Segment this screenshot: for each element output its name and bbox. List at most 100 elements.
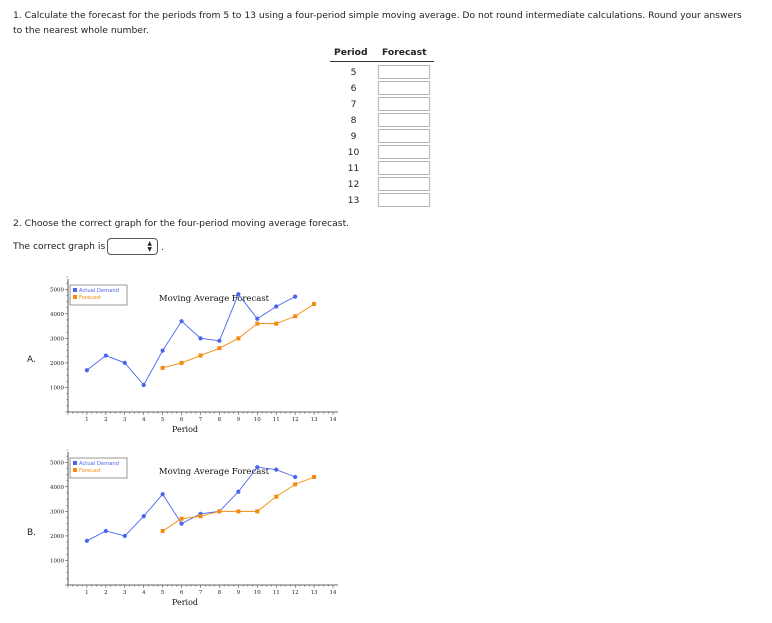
- option-b-label: B.: [27, 528, 37, 538]
- x-tick-label: 5: [161, 417, 165, 423]
- forecast-point: [198, 514, 203, 519]
- actual-demand-point: [179, 521, 184, 526]
- table-row: 6: [330, 81, 440, 97]
- x-tick-label: 8: [218, 590, 222, 596]
- option-a-label: A.: [27, 355, 36, 365]
- period-number: 6: [350, 83, 357, 94]
- forecast-point: [236, 336, 241, 341]
- actual-demand-point: [122, 533, 127, 539]
- forecast-point: [312, 475, 317, 479]
- legend-swatch: [73, 288, 77, 292]
- period-number: 9: [350, 131, 357, 142]
- actual-demand-point: [141, 382, 146, 388]
- forecast-input-7[interactable]: [378, 97, 430, 111]
- forecast-point: [293, 314, 298, 319]
- legend-label: Actual Demand: [79, 461, 119, 467]
- forecast-input-12[interactable]: [378, 177, 430, 191]
- question-1-text: 1. Calculate the forecast for the period…: [13, 10, 742, 36]
- actual-demand-point: [103, 353, 108, 358]
- x-tick-label: 7: [199, 417, 203, 423]
- graph-select[interactable]: ▲ ▼: [107, 238, 158, 255]
- y-tick-label: 1000: [50, 558, 64, 564]
- question-2-text: 2. Choose the correct graph for the four…: [13, 218, 350, 229]
- forecast-input-6[interactable]: [378, 81, 430, 95]
- period-number: 10: [347, 147, 360, 158]
- x-tick-label: 12: [292, 590, 299, 596]
- y-tick-label: 1000: [50, 385, 64, 391]
- x-axis-label: Period: [172, 598, 198, 607]
- x-tick-label: 4: [142, 417, 146, 423]
- x-tick-label: 3: [123, 590, 127, 596]
- y-tick-label: 4000: [50, 312, 64, 318]
- chart-title: Moving Average Forecast: [159, 467, 270, 477]
- forecast-input-11[interactable]: [378, 161, 430, 175]
- actual-demand-point: [236, 489, 241, 494]
- x-tick-label: 2: [104, 590, 108, 596]
- x-tick-label: 4: [142, 590, 146, 596]
- forecast-input-9[interactable]: [378, 129, 430, 143]
- legend-swatch: [73, 461, 77, 465]
- legend-label: Forecast: [79, 295, 101, 301]
- forecast-header: Forecast: [382, 47, 427, 58]
- actual-demand-point: [84, 368, 90, 373]
- legend-box: [69, 457, 128, 479]
- period-number: 12: [347, 179, 360, 190]
- actual-demand-point: [141, 514, 146, 519]
- period-number: 5: [350, 67, 357, 78]
- y-tick-label: 5000: [50, 460, 64, 466]
- forecast-input-5[interactable]: [378, 65, 430, 79]
- forecast-point: [179, 360, 184, 365]
- forecast-point: [160, 529, 165, 533]
- period-number: 13: [347, 195, 360, 206]
- forecast-point: [293, 482, 298, 487]
- y-tick-label: 2000: [50, 361, 64, 367]
- x-tick-label: 10: [254, 417, 261, 423]
- forecast-point: [217, 346, 222, 351]
- forecast-line: [162, 303, 315, 369]
- actual-demand-point: [274, 304, 279, 309]
- legend-swatch: [73, 295, 77, 299]
- x-tick-label: 6: [180, 590, 184, 596]
- legend-label: Actual Demand: [79, 288, 119, 294]
- actual-demand-point: [236, 292, 241, 297]
- period-header: Period: [334, 47, 368, 58]
- x-tick-label: 13: [311, 417, 318, 423]
- chart-title: Moving Average Forecast: [159, 294, 270, 304]
- period-number: 11: [347, 163, 360, 174]
- legend-box: [69, 284, 128, 306]
- y-tick-label: 4000: [50, 485, 64, 491]
- forecast-point: [160, 365, 165, 370]
- x-tick-label: 9: [237, 590, 241, 596]
- x-tick-label: 1: [85, 590, 89, 596]
- legend-swatch: [73, 468, 77, 472]
- table-row: 5: [330, 65, 440, 81]
- forecast-point: [312, 302, 317, 306]
- forecast-input-10[interactable]: [378, 145, 430, 159]
- legend-label: Forecast: [79, 468, 101, 474]
- forecast-input-8[interactable]: [378, 113, 430, 127]
- actual-demand-point: [160, 492, 165, 497]
- x-tick-label: 6: [180, 417, 184, 423]
- answer-suffix: .: [161, 242, 164, 253]
- actual-demand-point: [255, 465, 260, 470]
- x-tick-label: 14: [330, 590, 337, 596]
- forecast-point: [198, 353, 203, 358]
- forecast-input-13[interactable]: [378, 193, 430, 207]
- x-tick-label: 1: [85, 417, 89, 423]
- table-row: 7: [330, 97, 440, 113]
- header-rule: [330, 61, 434, 62]
- actual-demand-point: [122, 360, 127, 366]
- answer-prompt: The correct graph is: [13, 241, 106, 252]
- y-tick-label: 5000: [50, 287, 64, 293]
- forecast-point: [274, 494, 279, 499]
- forecast-point: [255, 509, 260, 514]
- actual-demand-point: [293, 474, 298, 480]
- table-row: 8: [330, 113, 440, 129]
- x-tick-label: 7: [199, 590, 203, 596]
- x-axis-label: Period: [172, 425, 198, 434]
- period-number: 8: [350, 115, 357, 126]
- forecast-point: [217, 509, 222, 514]
- actual-demand-line: [86, 466, 296, 542]
- y-tick-label: 3000: [50, 509, 64, 515]
